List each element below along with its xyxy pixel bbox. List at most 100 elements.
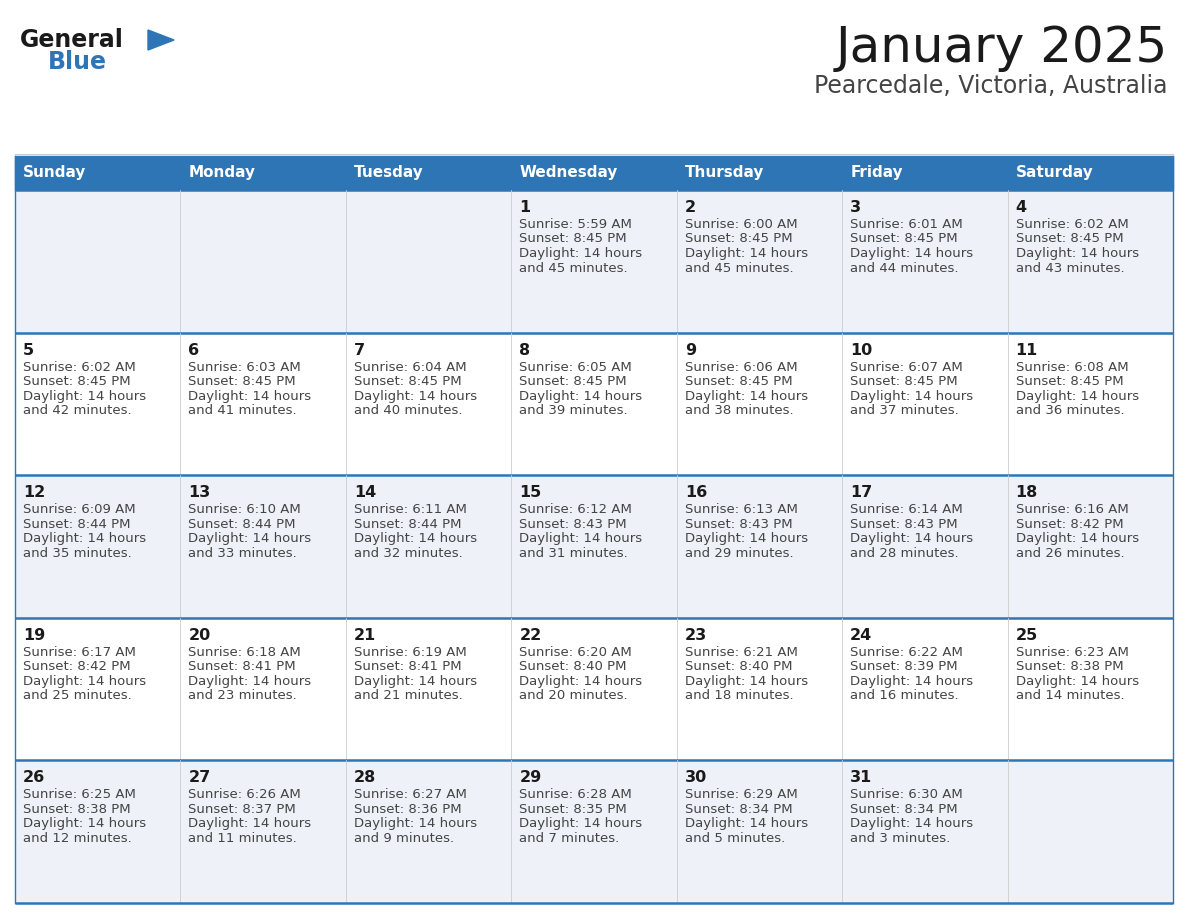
Text: Sunset: 8:38 PM: Sunset: 8:38 PM [1016,660,1123,673]
Text: Daylight: 14 hours: Daylight: 14 hours [354,675,478,688]
Text: 21: 21 [354,628,377,643]
Text: Daylight: 14 hours: Daylight: 14 hours [851,389,973,403]
Text: Sunrise: 6:16 AM: Sunrise: 6:16 AM [1016,503,1129,516]
Text: Sunrise: 6:10 AM: Sunrise: 6:10 AM [189,503,302,516]
Bar [15,156,1173,190]
Text: Sunrise: 6:18 AM: Sunrise: 6:18 AM [189,645,302,659]
Text: Sunset: 8:45 PM: Sunset: 8:45 PM [519,232,627,245]
Text: Daylight: 14 hours: Daylight: 14 hours [23,389,146,403]
Text: Sunrise: 6:01 AM: Sunrise: 6:01 AM [851,218,963,231]
Text: Daylight: 14 hours: Daylight: 14 hours [684,817,808,831]
Text: Daylight: 14 hours: Daylight: 14 hours [189,675,311,688]
Bar [842,760,1007,903]
Bar [842,190,1007,332]
Text: Monday: Monday [189,165,255,181]
Text: Sunrise: 6:02 AM: Sunrise: 6:02 AM [1016,218,1129,231]
Text: Sunrise: 6:26 AM: Sunrise: 6:26 AM [189,789,302,801]
Bar [346,332,511,476]
Text: Sunset: 8:38 PM: Sunset: 8:38 PM [23,803,131,816]
Text: Sunrise: 6:04 AM: Sunrise: 6:04 AM [354,361,467,374]
Text: 9: 9 [684,342,696,358]
Text: Daylight: 14 hours: Daylight: 14 hours [23,817,146,831]
Text: 27: 27 [189,770,210,786]
Text: 19: 19 [23,628,45,643]
Text: Daylight: 14 hours: Daylight: 14 hours [1016,389,1138,403]
Text: Daylight: 14 hours: Daylight: 14 hours [519,389,643,403]
Text: Daylight: 14 hours: Daylight: 14 hours [684,389,808,403]
Text: 24: 24 [851,628,872,643]
Text: and 40 minutes.: and 40 minutes. [354,404,462,417]
Text: Sunrise: 6:28 AM: Sunrise: 6:28 AM [519,789,632,801]
Text: 15: 15 [519,486,542,500]
Text: 1: 1 [519,200,530,215]
Text: Sunset: 8:43 PM: Sunset: 8:43 PM [684,518,792,531]
Text: January 2025: January 2025 [835,24,1168,72]
Bar [511,618,677,760]
Text: and 28 minutes.: and 28 minutes. [851,547,959,560]
Text: Sunset: 8:45 PM: Sunset: 8:45 PM [1016,375,1123,388]
Bar [1007,190,1173,332]
Text: Sunset: 8:43 PM: Sunset: 8:43 PM [519,518,627,531]
Text: Daylight: 14 hours: Daylight: 14 hours [851,532,973,545]
Text: Daylight: 14 hours: Daylight: 14 hours [519,817,643,831]
Text: Sunrise: 6:23 AM: Sunrise: 6:23 AM [1016,645,1129,659]
Text: and 9 minutes.: and 9 minutes. [354,832,454,845]
Bar [677,190,842,332]
Text: Sunrise: 6:30 AM: Sunrise: 6:30 AM [851,789,963,801]
Polygon shape [148,30,173,50]
Text: Sunrise: 6:22 AM: Sunrise: 6:22 AM [851,645,963,659]
Text: and 33 minutes.: and 33 minutes. [189,547,297,560]
Text: Sunset: 8:45 PM: Sunset: 8:45 PM [23,375,131,388]
Text: Sunset: 8:45 PM: Sunset: 8:45 PM [851,232,958,245]
Bar [15,156,181,190]
Bar [15,476,181,618]
Text: Daylight: 14 hours: Daylight: 14 hours [354,817,478,831]
Text: Daylight: 14 hours: Daylight: 14 hours [189,532,311,545]
Bar [677,332,842,476]
Bar [15,332,181,476]
Text: 16: 16 [684,486,707,500]
Text: and 37 minutes.: and 37 minutes. [851,404,959,417]
Text: and 45 minutes.: and 45 minutes. [684,262,794,274]
Bar [346,156,511,190]
Text: Sunset: 8:39 PM: Sunset: 8:39 PM [851,660,958,673]
Text: Daylight: 14 hours: Daylight: 14 hours [354,532,478,545]
Text: Daylight: 14 hours: Daylight: 14 hours [1016,247,1138,260]
Text: and 18 minutes.: and 18 minutes. [684,689,794,702]
Text: 2: 2 [684,200,696,215]
Text: and 31 minutes.: and 31 minutes. [519,547,628,560]
Text: 23: 23 [684,628,707,643]
Text: 30: 30 [684,770,707,786]
Bar [511,332,677,476]
Text: Sunset: 8:44 PM: Sunset: 8:44 PM [354,518,461,531]
Text: Sunset: 8:45 PM: Sunset: 8:45 PM [684,375,792,388]
Text: 7: 7 [354,342,365,358]
Text: 26: 26 [23,770,45,786]
Text: Daylight: 14 hours: Daylight: 14 hours [684,247,808,260]
Text: Sunrise: 6:09 AM: Sunrise: 6:09 AM [23,503,135,516]
Text: Sunset: 8:42 PM: Sunset: 8:42 PM [23,660,131,673]
Text: Tuesday: Tuesday [354,165,424,181]
Text: and 41 minutes.: and 41 minutes. [189,404,297,417]
Text: Sunday: Sunday [23,165,87,181]
Bar [181,190,346,332]
Text: Sunrise: 6:14 AM: Sunrise: 6:14 AM [851,503,963,516]
Text: Sunrise: 6:00 AM: Sunrise: 6:00 AM [684,218,797,231]
Text: Daylight: 14 hours: Daylight: 14 hours [519,247,643,260]
Bar [181,476,346,618]
Bar [511,476,677,618]
Bar [1007,156,1173,190]
Text: and 44 minutes.: and 44 minutes. [851,262,959,274]
Text: Daylight: 14 hours: Daylight: 14 hours [519,532,643,545]
Text: General: General [20,28,124,52]
Text: Sunrise: 6:12 AM: Sunrise: 6:12 AM [519,503,632,516]
Bar [1007,618,1173,760]
Text: Daylight: 14 hours: Daylight: 14 hours [851,817,973,831]
Bar [15,190,181,332]
Bar [511,156,677,190]
Text: Daylight: 14 hours: Daylight: 14 hours [1016,675,1138,688]
Text: Sunrise: 5:59 AM: Sunrise: 5:59 AM [519,218,632,231]
Text: and 35 minutes.: and 35 minutes. [23,547,132,560]
Text: Daylight: 14 hours: Daylight: 14 hours [519,675,643,688]
Text: and 11 minutes.: and 11 minutes. [189,832,297,845]
